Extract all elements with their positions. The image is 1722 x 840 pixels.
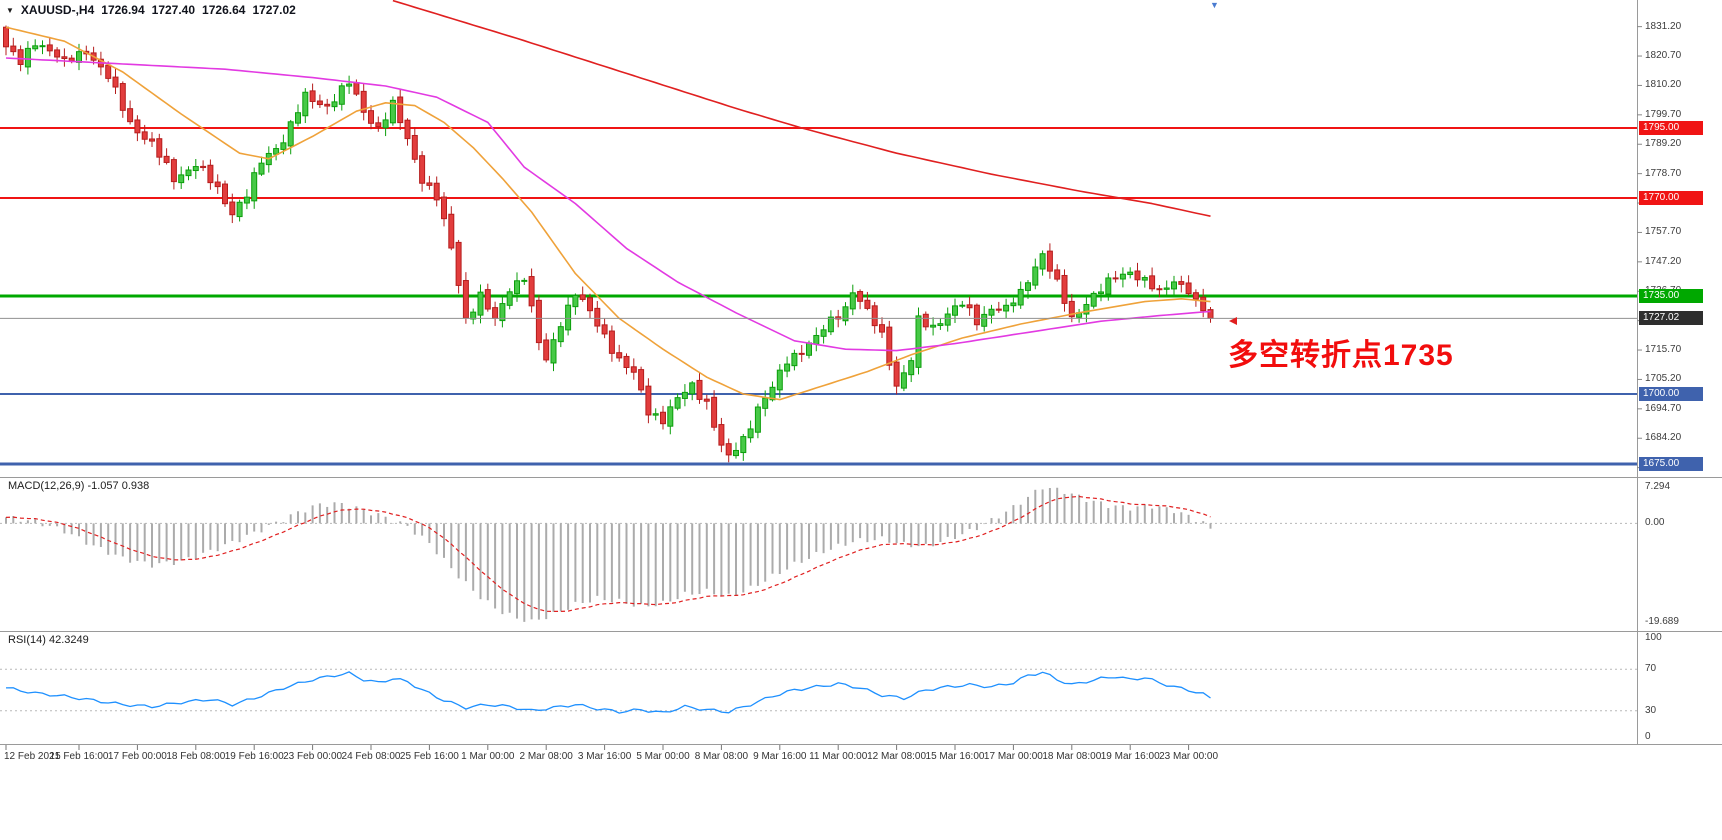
time-axis-label: 17 Feb 00:00	[107, 751, 167, 762]
time-axis-label: 5 Mar 00:00	[636, 751, 690, 762]
time-axis-label: 19 Feb 16:00	[224, 751, 284, 762]
rsi-indicator-label: RSI(14) 42.3249	[8, 634, 89, 646]
bid-price-tag: 1727.02	[1639, 311, 1703, 326]
rsi-pane[interactable]	[0, 668, 1637, 714]
time-axis-label: 19 Mar 16:00	[1100, 751, 1160, 762]
price-tick-label: 1757.70	[1645, 226, 1682, 238]
price-tick-label: 1820.70	[1645, 50, 1682, 62]
macd-axis-label: 7.294	[1645, 480, 1671, 492]
time-axis-label: 15 Feb 16:00	[49, 751, 109, 762]
macd-signal-line	[5, 495, 1211, 612]
time-axis-label: 15 Mar 16:00	[925, 751, 985, 762]
level-price-tag: 1735.00	[1639, 289, 1703, 303]
price-tick-label: 1831.20	[1645, 20, 1682, 32]
time-axis-label: 3 Mar 16:00	[577, 751, 632, 762]
price-arrow-icon	[1229, 317, 1237, 325]
quote-high: 1727.40	[151, 3, 196, 17]
rsi-axis-label: 70	[1645, 663, 1657, 675]
chart-shift-icon: ▼	[1210, 0, 1219, 10]
tick-down-icon: ▼	[6, 5, 14, 15]
time-axis-label: 24 Feb 08:00	[341, 751, 401, 762]
price-tick-label: 1799.70	[1645, 108, 1682, 120]
time-axis-label: 11 Mar 00:00	[809, 751, 868, 762]
rsi-axis-label: 100	[1645, 632, 1662, 643]
price-tick-label: 1778.70	[1645, 167, 1682, 179]
price-pane[interactable]	[0, 0, 1637, 466]
price-tick-label: 1684.20	[1645, 432, 1682, 444]
price-tick-label: 1705.20	[1645, 373, 1682, 385]
level-price-tag: 1795.00	[1639, 121, 1703, 135]
level-price-tag: 1700.00	[1639, 387, 1703, 401]
ma-fast-orange	[5, 26, 1211, 401]
rsi-line	[5, 671, 1211, 714]
time-axis-label: 17 Mar 00:00	[983, 751, 1043, 762]
quote-open: 1726.94	[101, 3, 145, 17]
time-axis-label: 12 Feb 2021	[4, 751, 61, 762]
level-price-tag: 1770.00	[1639, 191, 1703, 205]
time-axis-label: 2 Mar 08:00	[519, 751, 573, 762]
annotation-text: 多空转折点1735	[1228, 339, 1454, 372]
price-tick-label: 1789.20	[1645, 138, 1682, 150]
quote-low: 1726.64	[202, 3, 246, 17]
rsi-axis-label: 0	[1645, 731, 1651, 742]
time-axis-label: 23 Feb 00:00	[283, 751, 343, 762]
ma-mid-magenta	[5, 57, 1211, 352]
time-axis-label: 25 Feb 16:00	[399, 751, 459, 762]
time-axis-label: 9 Mar 16:00	[753, 751, 807, 762]
price-tick-label: 1810.20	[1645, 79, 1682, 91]
quote-bid: 1727.02	[252, 3, 296, 17]
macd-indicator-label: MACD(12,26,9) -1.057 0.938	[8, 480, 150, 492]
macd-axis-label: -19.689	[1645, 615, 1679, 627]
macd-axis-label: 0.00	[1645, 517, 1665, 529]
candles-layer	[3, 25, 1214, 463]
symbol-period-label: XAUUSD-,H4	[20, 3, 95, 17]
time-axis-label: 8 Mar 08:00	[694, 751, 749, 762]
time-axis-label: 12 Mar 08:00	[867, 751, 927, 762]
macd-pane[interactable]	[0, 487, 1637, 622]
rsi-axis-label: 30	[1645, 704, 1657, 716]
level-price-tag: 1675.00	[1639, 457, 1703, 471]
time-axis-label: 23 Mar 00:00	[1159, 751, 1219, 762]
price-tick-label: 1715.70	[1645, 344, 1682, 356]
price-tick-label: 1694.70	[1645, 402, 1682, 414]
time-axis-label: 1 Mar 00:00	[461, 751, 515, 762]
price-tick-label: 1747.20	[1645, 255, 1682, 267]
time-axis-label: 18 Mar 08:00	[1042, 751, 1102, 762]
ma-slow-red	[392, 0, 1211, 217]
time-axis-label: 18 Feb 08:00	[166, 751, 226, 762]
quote-bar: ▼ XAUUSD-,H4 1726.94 1727.40 1726.64 172…	[6, 3, 296, 17]
